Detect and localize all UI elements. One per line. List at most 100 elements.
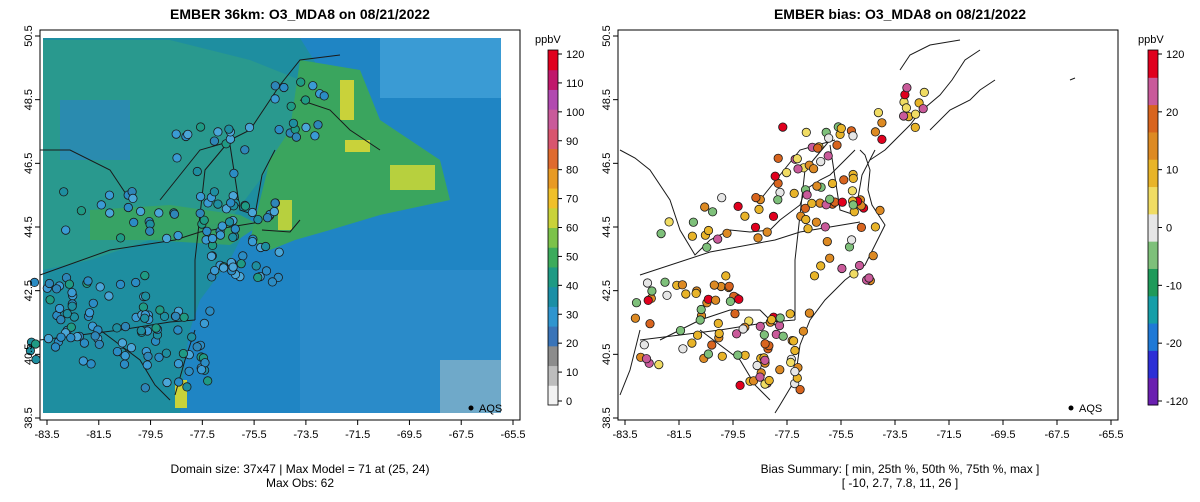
aqs-station-marker xyxy=(778,331,788,341)
colorbar-stop xyxy=(548,89,558,110)
aqs-station-marker xyxy=(54,303,65,314)
aqs-station-marker xyxy=(775,365,785,375)
y-axis: 38.5 40.5 42.5 44.5 46.5 48.5 50.5 xyxy=(601,25,618,429)
x-tick-label: -83.5 xyxy=(34,429,59,441)
bias-caption-line2: [ -10, 2.7, 7.8, 11, 26 ] xyxy=(841,476,959,490)
aqs-station-marker xyxy=(714,328,724,339)
aqs-station-marker xyxy=(207,233,218,244)
aqs-station-marker xyxy=(847,186,857,196)
x-tick-label: -77.5 xyxy=(774,429,799,441)
aqs-legend-label: AQS xyxy=(1079,403,1102,415)
aqs-station-marker xyxy=(825,194,835,204)
aqs-station-marker xyxy=(126,343,136,353)
colorbar-tick-label: 110 xyxy=(566,78,584,90)
y-tick-label: 46.5 xyxy=(601,153,613,174)
aqs-station-marker xyxy=(215,230,225,240)
aqs-station-marker xyxy=(919,87,929,98)
aqs-station-marker xyxy=(319,91,329,101)
aqs-station-marker xyxy=(825,253,835,263)
aqs-station-marker xyxy=(247,207,257,218)
aqs-station-marker xyxy=(721,271,731,281)
aqs-station-marker xyxy=(910,122,920,133)
bias-map-title: EMBER bias: O3_MDA8 on 08/21/2022 xyxy=(773,6,1027,22)
aqs-station-marker xyxy=(732,329,742,339)
x-tick-label: -75.5 xyxy=(242,429,267,441)
aqs-station-marker xyxy=(44,278,55,289)
colorbar-stop xyxy=(548,326,558,347)
aqs-station-marker xyxy=(738,324,748,334)
colorbar-stop xyxy=(548,128,558,150)
aqs-bias-stations xyxy=(630,83,929,395)
x-tick-label: -71.5 xyxy=(936,429,961,441)
aqs-station-marker xyxy=(178,348,188,359)
colorbar-stop xyxy=(1148,323,1158,351)
aqs-station-marker xyxy=(43,333,54,344)
model-colorbar-unit: ppbV xyxy=(535,34,561,46)
x-tick-label: -75.5 xyxy=(828,429,853,441)
aqs-station-marker xyxy=(660,277,670,287)
aqs-station-marker xyxy=(656,229,666,239)
aqs-station-marker xyxy=(795,384,805,395)
aqs-station-marker xyxy=(678,344,688,354)
aqs-station-marker xyxy=(902,83,912,93)
aqs-station-marker xyxy=(754,204,764,214)
aqs-station-marker xyxy=(56,315,66,325)
aqs-station-marker xyxy=(51,284,62,294)
aqs-station-marker xyxy=(140,313,150,323)
aqs-station-marker xyxy=(812,181,822,191)
colorbar-stop xyxy=(1148,241,1158,269)
aqs-station-marker xyxy=(837,197,847,207)
aqs-station-marker xyxy=(630,313,641,323)
aqs-station-marker xyxy=(226,198,236,208)
aqs-station-marker xyxy=(751,193,761,203)
aqs-station-marker xyxy=(848,200,858,210)
aqs-station-marker xyxy=(675,325,686,336)
aqs-station-marker xyxy=(792,154,802,164)
aqs-station-marker xyxy=(116,233,126,243)
x-tick-label: -69.5 xyxy=(397,429,422,441)
aqs-station-marker xyxy=(768,211,779,221)
aqs-station-marker xyxy=(151,323,161,333)
aqs-station-marker xyxy=(642,278,653,288)
aqs-station-marker xyxy=(639,340,649,350)
aqs-station-marker xyxy=(174,377,184,387)
colorbar-stop xyxy=(548,188,558,209)
y-tick-label: 42.5 xyxy=(601,280,613,301)
aqs-station-marker xyxy=(30,339,41,349)
aqs-station-marker xyxy=(162,233,172,243)
aqs-station-marker xyxy=(759,330,769,340)
aqs-station-marker xyxy=(236,259,246,269)
bias-map-panel: EMBER bias: O3_MDA8 on 08/21/2022 AQS xyxy=(600,0,1200,502)
aqs-station-marker xyxy=(154,352,164,362)
aqs-station-marker xyxy=(733,350,743,360)
aqs-station-marker xyxy=(681,289,691,299)
aqs-station-marker xyxy=(29,277,40,287)
aqs-station-marker xyxy=(816,261,826,271)
aqs-station-marker xyxy=(801,127,811,137)
aqs-station-marker xyxy=(691,288,701,298)
colorbar-stop xyxy=(1148,50,1158,78)
model-map-plot: AQS -83.5 -81.5 -79.5 -77.5 -75.5 -73.5 -71.5-… xyxy=(23,25,526,441)
aqs-station-marker xyxy=(664,217,674,227)
aqs-station-marker xyxy=(173,231,183,241)
aqs-station-marker xyxy=(244,122,255,133)
aqs-station-marker xyxy=(179,312,189,322)
colorbar-tick-label: 10 xyxy=(1166,165,1178,177)
aqs-station-marker xyxy=(717,351,727,361)
colorbar-tick-label: 120 xyxy=(1166,49,1184,61)
aqs-station-marker xyxy=(308,81,318,91)
aqs-legend: AQS xyxy=(468,403,502,415)
aqs-station-marker xyxy=(238,251,248,261)
colorbar-tick-label: 10 xyxy=(566,367,578,379)
aqs-station-marker xyxy=(677,280,688,290)
aqs-station-marker xyxy=(67,287,77,298)
aqs-station-marker xyxy=(230,224,240,234)
colorbar-stop xyxy=(1148,104,1158,133)
aqs-station-marker xyxy=(713,234,723,244)
aqs-station-marker xyxy=(45,295,55,305)
model-map-panel: EMBER 36km: O3_MDA8 on 08/21/2022 xyxy=(23,6,584,490)
aqs-station-marker xyxy=(809,271,820,281)
aqs-station-marker xyxy=(262,213,273,223)
colorbar-tick-label: 40 xyxy=(566,280,578,292)
aqs-station-marker xyxy=(286,101,296,111)
